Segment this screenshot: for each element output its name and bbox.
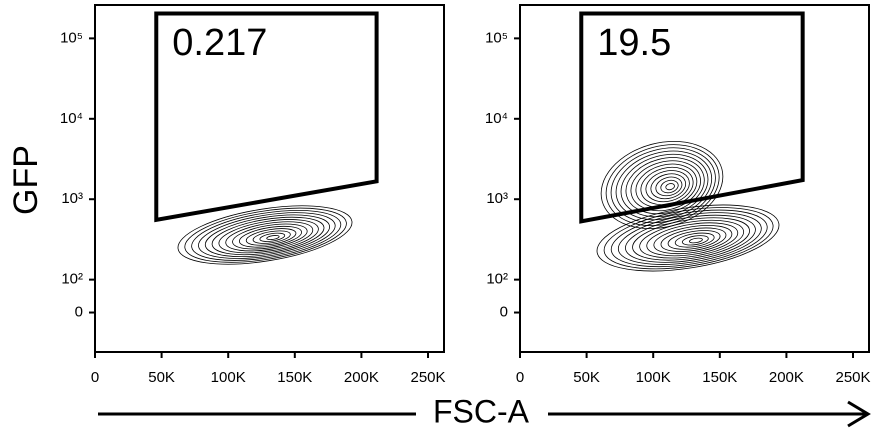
y-tick-label: 10⁴ — [485, 110, 508, 127]
contour — [610, 147, 716, 224]
panel: 0 50K 100K 150K 200K 250K 0 10² 10³ 10⁴ 10⁵ 0.217 — [60, 4, 446, 386]
plot-frame — [94, 4, 445, 353]
contour — [252, 230, 291, 244]
x-tick-label: 100K — [636, 369, 671, 386]
contour — [645, 170, 690, 203]
contour — [600, 140, 724, 230]
gate — [579, 11, 805, 224]
contour — [639, 219, 745, 259]
contour — [660, 227, 727, 252]
contour — [603, 207, 774, 270]
y-tick-label: 10² — [61, 271, 83, 288]
x-tick-label: 200K — [344, 369, 379, 386]
contour — [667, 230, 721, 250]
y-tick-label: 10⁴ — [60, 110, 83, 127]
contour — [239, 225, 302, 248]
contour — [596, 204, 780, 272]
contour — [245, 228, 297, 246]
y-tick-label: 0 — [75, 303, 83, 320]
contour — [615, 150, 713, 221]
arrow-head — [847, 400, 871, 428]
contour — [191, 210, 342, 261]
y-tick-label: 10³ — [61, 190, 83, 207]
contour — [625, 214, 756, 263]
y-tick-label: 10² — [486, 271, 508, 288]
panel: 0 50K 100K 150K 200K 250K 0 10² 10³ 10⁴ 10⁵ 19.5 — [485, 4, 871, 386]
contour — [198, 212, 336, 259]
contour — [646, 222, 739, 257]
x-tick-label: 0 — [91, 369, 99, 386]
contour — [660, 179, 679, 194]
contour — [620, 153, 709, 218]
x-tick-label: 0 — [516, 369, 524, 386]
x-tick-label: 250K — [835, 369, 870, 386]
contour — [266, 235, 280, 240]
contour — [184, 207, 347, 263]
contour — [655, 176, 683, 197]
contour — [681, 235, 709, 246]
contour — [211, 216, 325, 256]
contour — [653, 225, 733, 255]
contour — [650, 173, 687, 200]
contour — [225, 221, 314, 252]
y-tick-label: 10⁵ — [485, 29, 508, 46]
contour — [232, 223, 308, 250]
contour — [259, 232, 286, 242]
x-tick-label: 250K — [410, 369, 445, 386]
gate-percent: 19.5 — [597, 22, 671, 64]
contour — [177, 205, 353, 265]
x-tick-label: 200K — [769, 369, 804, 386]
contour — [689, 237, 703, 244]
x-tick-label: 50K — [573, 369, 600, 386]
contour — [605, 144, 720, 227]
y-tick-label: 10⁵ — [60, 29, 83, 46]
gate — [154, 11, 379, 223]
contour — [665, 183, 675, 191]
contour — [630, 160, 701, 212]
y-tick-label: 10³ — [486, 190, 508, 207]
x-tick-label: 150K — [702, 369, 737, 386]
gate-percent: 0.217 — [172, 22, 267, 64]
y-tick-label: 0 — [500, 303, 508, 320]
contour — [674, 232, 715, 248]
y-axis-title: GFP — [7, 145, 45, 215]
plot-frame — [519, 4, 870, 353]
x-tick-label: 100K — [211, 369, 246, 386]
x-axis-title: FSC-A — [433, 393, 530, 429]
contour — [218, 219, 319, 254]
x-tick-label: 50K — [148, 369, 175, 386]
contour — [625, 157, 705, 215]
x-tick-label: 150K — [277, 369, 312, 386]
contour — [204, 214, 330, 257]
